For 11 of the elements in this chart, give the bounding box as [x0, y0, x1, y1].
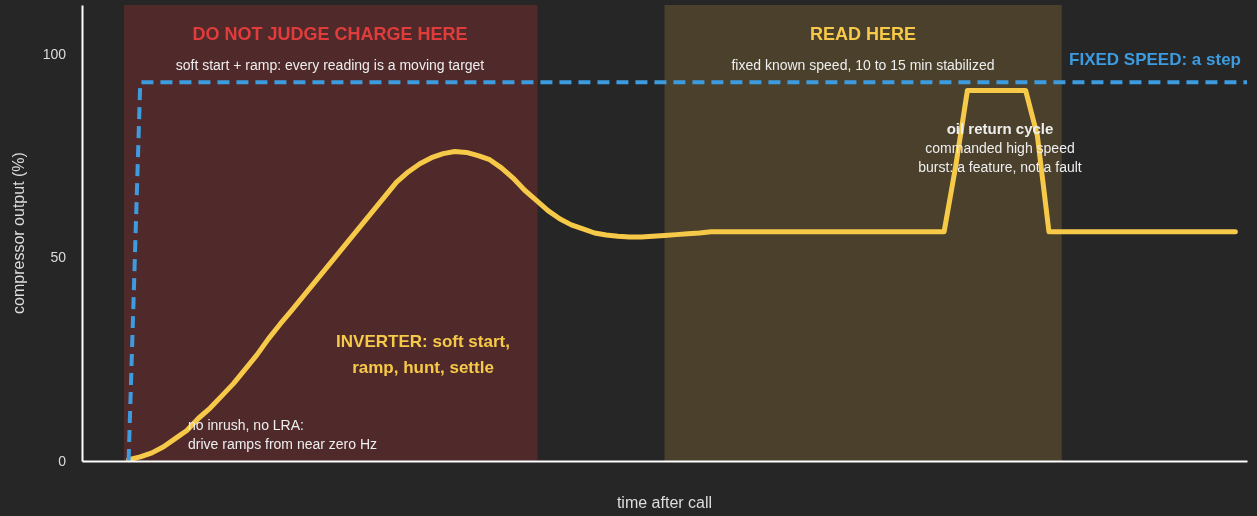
series-label: FIXED SPEED: a step [1069, 50, 1241, 69]
x-axis-title: time after call [616, 494, 713, 511]
annotation: DO NOT JUDGE CHARGE HERE [192, 24, 468, 44]
y-tick-label: 50 [50, 249, 67, 266]
annotation: fixed known speed, 10 to 15 min stabilized [731, 57, 995, 73]
y-tick-label: 100 [42, 45, 67, 62]
y-tick-label: 0 [58, 452, 67, 469]
y-axis-title: compressor output (%) [10, 152, 27, 314]
annotation: READ HERE [809, 24, 917, 44]
text: INVERTER: soft start, ramp, hunt, settle [336, 332, 510, 377]
annotation: soft start + ramp: every reading is a moving target [175, 57, 485, 73]
